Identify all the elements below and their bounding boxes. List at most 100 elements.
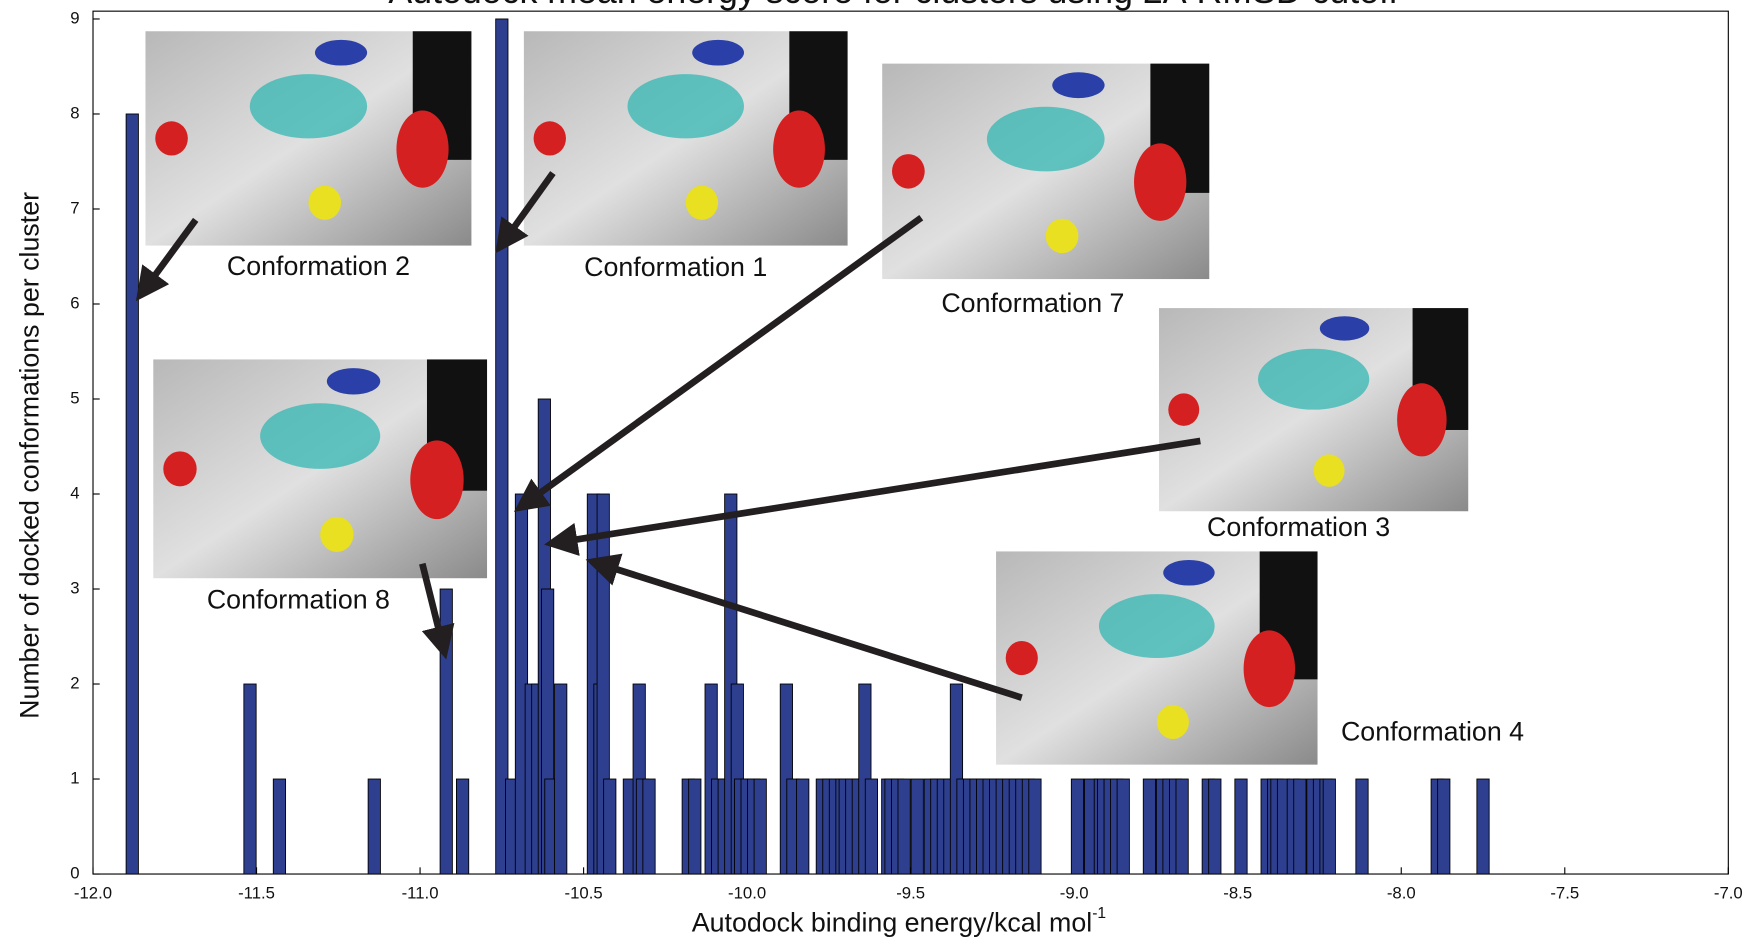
bar xyxy=(1356,779,1368,874)
bar xyxy=(1029,779,1041,874)
x-tick-label: -7.0 xyxy=(1714,884,1743,903)
bar xyxy=(643,779,655,874)
ribbon xyxy=(260,403,380,469)
x-tick-label: -10.5 xyxy=(565,884,603,903)
bar xyxy=(1235,779,1247,874)
blue-patch xyxy=(315,40,367,66)
blue-patch xyxy=(1320,316,1369,340)
y-tick-label: 1 xyxy=(70,768,79,787)
red-patch xyxy=(155,121,188,155)
annotation: Conformation 3 xyxy=(1207,512,1390,542)
blue-patch xyxy=(1163,560,1214,586)
y-tick-label: 4 xyxy=(70,483,79,502)
bar xyxy=(555,684,567,874)
y-tick-label: 2 xyxy=(70,673,79,692)
red-patch xyxy=(534,121,566,155)
bar xyxy=(456,779,468,874)
arrow xyxy=(551,441,1201,544)
page: Autodock mean energy score for clusters … xyxy=(0,0,1751,941)
structure-image xyxy=(1159,308,1468,511)
y-tick-label: 5 xyxy=(70,388,79,407)
y-tick-label: 0 xyxy=(70,863,79,882)
bar xyxy=(1117,779,1129,874)
ribbon xyxy=(250,74,367,138)
bar xyxy=(898,779,910,874)
bar xyxy=(1209,779,1221,874)
yellow-patch xyxy=(1046,219,1079,253)
bar xyxy=(273,779,285,874)
red-patch xyxy=(773,111,825,188)
bar xyxy=(911,779,923,874)
y-tick-label: 3 xyxy=(70,578,79,597)
x-tick-label: -8.0 xyxy=(1387,884,1416,903)
blue-patch xyxy=(1052,72,1104,98)
arrow xyxy=(592,561,1022,697)
x-tick-label: -9.0 xyxy=(1060,884,1089,903)
bar xyxy=(244,684,256,874)
x-tick-label: -12.0 xyxy=(74,884,112,903)
bar xyxy=(1294,779,1306,874)
yellow-patch xyxy=(308,186,341,220)
bar xyxy=(865,779,877,874)
x-axis-label: Autodock binding energy/kcal mol-1 xyxy=(692,905,1106,937)
x-tick-label: -7.5 xyxy=(1550,884,1579,903)
x-tick-label: -10.0 xyxy=(728,884,766,903)
red-patch xyxy=(410,440,463,519)
red-patch xyxy=(396,111,448,188)
bar xyxy=(1323,779,1335,874)
y-tick-label: 9 xyxy=(70,8,79,27)
red-patch xyxy=(892,154,925,188)
ribbon xyxy=(627,74,744,138)
yellow-patch xyxy=(1157,705,1189,739)
bar xyxy=(126,114,138,874)
x-tick-label: -11.5 xyxy=(238,884,275,903)
x-tick-label: -9.5 xyxy=(896,884,925,903)
yellow-patch xyxy=(320,517,353,552)
structure-image xyxy=(996,551,1317,764)
annotation: Conformation 1 xyxy=(584,252,767,282)
bar xyxy=(1143,779,1155,874)
y-tick-label: 7 xyxy=(70,198,79,217)
red-patch xyxy=(1168,393,1199,426)
x-axis-label-sup: -1 xyxy=(1092,905,1106,922)
blue-patch xyxy=(327,368,380,394)
structure-image xyxy=(145,31,471,245)
structure-image xyxy=(153,359,487,578)
red-patch xyxy=(163,451,196,486)
red-patch xyxy=(1134,143,1186,221)
bar xyxy=(1438,779,1450,874)
annotation: Conformation 2 xyxy=(227,251,410,281)
bar xyxy=(1477,779,1489,874)
annotation: Conformation 4 xyxy=(1341,716,1524,746)
annotation: Conformation 8 xyxy=(207,585,390,615)
y-tick-label: 8 xyxy=(70,103,79,122)
bar xyxy=(689,779,701,874)
chart: Autodock mean energy score for clusters … xyxy=(0,0,1751,941)
ribbon xyxy=(987,107,1105,172)
y-tick-label: 6 xyxy=(70,293,79,312)
y-axis-label: Number of docked conformations per clust… xyxy=(15,192,45,719)
bar xyxy=(1071,779,1083,874)
bar xyxy=(1176,779,1188,874)
x-tick-label: -11.0 xyxy=(402,884,439,903)
bar xyxy=(368,779,380,874)
ribbon xyxy=(1258,349,1369,410)
red-patch xyxy=(1006,641,1038,675)
yellow-patch xyxy=(686,186,718,220)
bar xyxy=(604,779,616,874)
bar xyxy=(797,779,809,874)
x-axis-label-text: Autodock binding energy/kcal mol xyxy=(692,907,1092,937)
x-tick-label: -8.5 xyxy=(1223,884,1252,903)
ribbon xyxy=(1099,594,1215,658)
bar xyxy=(754,779,766,874)
bar xyxy=(496,19,508,874)
blue-patch xyxy=(692,40,744,66)
annotation: Conformation 7 xyxy=(941,288,1124,318)
overlays: Conformation 2 Conformation 1 Conformation… xyxy=(140,31,1524,764)
red-patch xyxy=(1397,383,1446,456)
red-patch xyxy=(1244,630,1295,707)
yellow-patch xyxy=(1314,454,1345,487)
structure-image xyxy=(882,64,1209,279)
structure-image xyxy=(524,31,848,245)
chart-title: Autodock mean energy score for clusters … xyxy=(388,0,1398,11)
